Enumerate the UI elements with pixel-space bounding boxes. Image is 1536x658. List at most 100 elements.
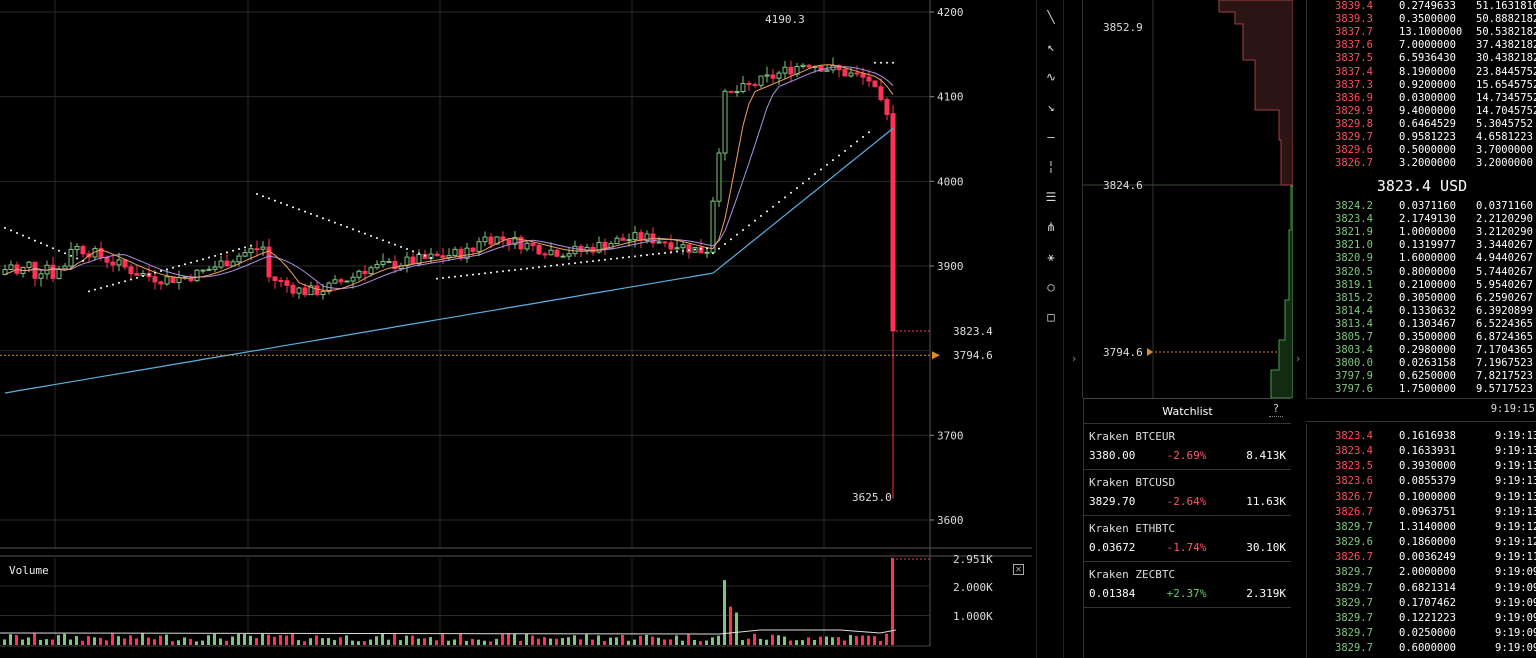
order-total: 50.8882182 bbox=[1476, 13, 1536, 26]
ask-row[interactable]: 3837.5 6.5936430 30.4382182 bbox=[1307, 52, 1536, 65]
ray-tool-icon[interactable]: ↖ bbox=[1047, 40, 1055, 54]
bid-row[interactable]: 3821.0 0.1319977 3.3440267 bbox=[1307, 239, 1536, 252]
ask-row[interactable]: 3837.3 0.9200000 15.6545752 bbox=[1307, 79, 1536, 92]
circle-tool-icon[interactable]: ○ bbox=[1047, 280, 1055, 294]
volume-bar bbox=[417, 638, 420, 645]
ask-row[interactable]: 3839.3 0.3500000 50.8882182 bbox=[1307, 13, 1536, 26]
bid-row[interactable]: 3823.4 2.1749130 2.2120290 bbox=[1307, 213, 1536, 226]
trade-price: 3823.4 bbox=[1335, 430, 1373, 442]
sar-dot bbox=[268, 197, 270, 200]
candle-body bbox=[272, 276, 278, 282]
ask-row[interactable]: 3829.8 0.6464529 5.3045752 bbox=[1307, 118, 1536, 131]
depth-asks-area bbox=[1218, 0, 1293, 186]
sar-dot bbox=[130, 278, 132, 281]
volume-bar bbox=[33, 633, 36, 645]
ema-slow-line bbox=[4, 66, 894, 290]
bid-row[interactable]: 3805.7 0.3500000 6.8724365 bbox=[1307, 331, 1536, 344]
bid-row[interactable]: 3819.1 0.2100000 5.9540267 bbox=[1307, 279, 1536, 292]
volume-bar bbox=[453, 639, 456, 645]
watchlist-item[interactable]: Kraken BTCEUR 3380.00 -2.69% 8.413K bbox=[1084, 424, 1291, 470]
volume-bar bbox=[375, 636, 378, 645]
ask-row[interactable]: 3829.6 0.5000000 3.7000000 bbox=[1307, 144, 1536, 157]
volume-bar bbox=[507, 633, 510, 645]
watchlist-item[interactable]: Kraken ZECBTC 0.01384 +2.37% 2.319K bbox=[1084, 562, 1291, 608]
bid-row[interactable]: 3821.9 1.0000000 3.2120290 bbox=[1307, 226, 1536, 239]
bid-row[interactable]: 3813.4 0.1303467 6.5224365 bbox=[1307, 318, 1536, 331]
depth-marker-icon bbox=[1147, 348, 1153, 356]
collapse-right-arrow-icon[interactable]: › bbox=[1294, 352, 1302, 365]
volume-bar bbox=[495, 638, 498, 645]
watchlist-item[interactable]: Kraken ETHBTC 0.03672 -1.74% 30.10K bbox=[1084, 516, 1291, 562]
sar-dot bbox=[214, 254, 216, 257]
collapse-left-arrow-icon[interactable]: › bbox=[1070, 352, 1078, 365]
bid-row[interactable]: 3803.4 0.2980000 7.1704365 bbox=[1307, 344, 1536, 357]
candle-body bbox=[824, 69, 830, 72]
chart-canvas[interactable]: 4200 4100 4000 3900 3700 3600 2.951K 2.000K 1.00… bbox=[0, 0, 1036, 658]
volume-bar bbox=[627, 640, 630, 645]
vertical-line-icon[interactable]: ╎ bbox=[1047, 160, 1055, 174]
order-total: 7.1704365 bbox=[1476, 344, 1533, 357]
volume-bar bbox=[255, 638, 258, 645]
volume-bar bbox=[315, 635, 318, 645]
ask-row[interactable]: 3836.9 0.0300000 14.7345752 bbox=[1307, 92, 1536, 105]
rectangle-tool-icon[interactable]: □ bbox=[1047, 310, 1055, 324]
bid-row[interactable]: 3820.5 0.8000000 5.7440267 bbox=[1307, 266, 1536, 279]
order-price: 3837.4 bbox=[1335, 65, 1373, 78]
candle-body bbox=[368, 267, 374, 275]
bid-row[interactable]: 3800.0 0.0263158 7.1967523 bbox=[1307, 357, 1536, 370]
help-icon[interactable]: ? bbox=[1269, 401, 1283, 417]
sar-dot bbox=[220, 253, 222, 256]
ask-row[interactable]: 3829.7 0.9581223 4.6581223 bbox=[1307, 131, 1536, 144]
drawing-toolbar: ╲ ↖ ∿ ↘ — ╎ ☰ ⋔ ⚹ ○ □ bbox=[1036, 0, 1064, 658]
sar-dot bbox=[280, 201, 282, 204]
marker-arrow-icon[interactable] bbox=[932, 351, 940, 360]
ask-row[interactable]: 3837.6 7.0000000 37.4382182 bbox=[1307, 39, 1536, 52]
line-tool-icon[interactable]: ╲ bbox=[1047, 10, 1055, 24]
watchlist-item[interactable]: Kraken BTCUSD 3829.70 -2.64% 11.63K bbox=[1084, 470, 1291, 516]
fib-retracement-icon[interactable]: ☰ bbox=[1045, 190, 1057, 204]
pitchfork-icon[interactable]: ⋔ bbox=[1045, 220, 1057, 234]
candle-body bbox=[764, 74, 770, 77]
volume-bar bbox=[741, 640, 744, 645]
candle-body bbox=[842, 69, 848, 77]
bid-row[interactable]: 3824.2 0.0371160 0.0371160 bbox=[1307, 200, 1536, 213]
ask-row[interactable]: 3837.7 13.1000000 50.5382182 bbox=[1307, 26, 1536, 39]
volume-bar bbox=[705, 640, 708, 645]
ask-row[interactable]: 3829.9 9.4000000 14.7045752 bbox=[1307, 105, 1536, 118]
sar-dot bbox=[460, 274, 462, 277]
bid-row[interactable]: 3814.4 0.1330632 6.3920899 bbox=[1307, 305, 1536, 318]
candle-body bbox=[530, 242, 536, 246]
volume-bar bbox=[225, 640, 228, 645]
bid-row[interactable]: 3815.2 0.3050000 6.2590267 bbox=[1307, 292, 1536, 305]
sar-dot bbox=[478, 272, 480, 275]
sar-dot bbox=[724, 242, 726, 245]
candle-body bbox=[386, 261, 392, 264]
sar-dot bbox=[850, 145, 852, 148]
volume-bar bbox=[513, 633, 516, 645]
trade-amount: 1.3140000 bbox=[1399, 520, 1456, 533]
ask-row[interactable]: 3837.4 8.1900000 23.8445752 bbox=[1307, 66, 1536, 79]
sar-dot bbox=[520, 268, 522, 271]
curve-tool-icon[interactable]: ∿ bbox=[1045, 70, 1057, 84]
bid-row[interactable]: 3820.9 1.6000000 4.9440267 bbox=[1307, 252, 1536, 265]
candle-body bbox=[614, 237, 620, 245]
volume-bar bbox=[759, 638, 762, 645]
candle-body bbox=[860, 73, 866, 78]
bid-row[interactable]: 3797.6 1.7500000 9.5717523 bbox=[1307, 383, 1536, 396]
ask-row[interactable]: 3826.7 3.2000000 3.2000000 bbox=[1307, 157, 1536, 170]
price-chart[interactable]: 4200 4100 4000 3900 3700 3600 2.951K 2.000K 1.00… bbox=[0, 0, 1036, 658]
watchlist-change: -2.64% bbox=[1166, 495, 1207, 508]
trade-time: 9:19:13 bbox=[1495, 475, 1536, 488]
order-amount: 0.1330632 bbox=[1399, 304, 1456, 317]
close-volume-icon[interactable]: ✕ bbox=[1013, 564, 1024, 575]
trade-amount: 0.1000000 bbox=[1399, 490, 1456, 503]
horizontal-line-icon[interactable]: — bbox=[1047, 130, 1055, 144]
bid-row[interactable]: 3797.9 0.6250000 7.8217523 bbox=[1307, 370, 1536, 383]
arrow-tool-icon[interactable]: ↘ bbox=[1047, 100, 1055, 114]
trade-time: 9:19:13 bbox=[1495, 460, 1536, 473]
trade-amount: 0.1860000 bbox=[1399, 536, 1456, 549]
gann-fan-icon[interactable]: ⚹ bbox=[1047, 250, 1055, 264]
volume-bar bbox=[285, 635, 288, 645]
ask-row[interactable]: 3839.4 0.2749633 51.1631816 bbox=[1307, 0, 1536, 13]
sar-dot bbox=[742, 228, 744, 231]
